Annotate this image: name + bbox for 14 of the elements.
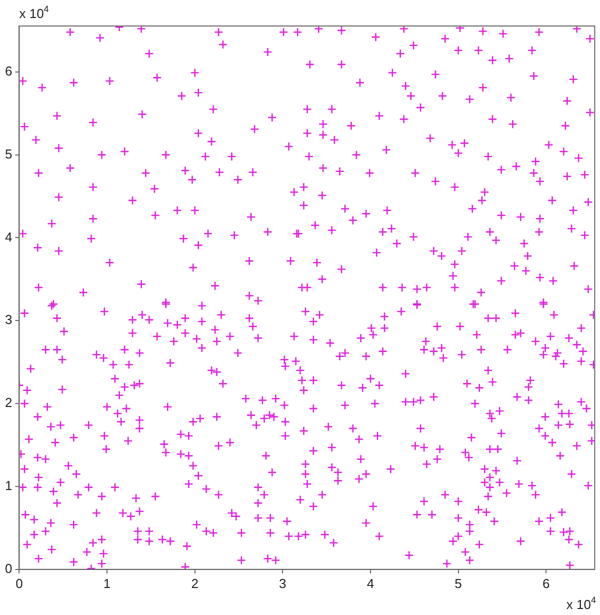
x-tick-label: 5 [454, 576, 462, 591]
x-tick-label: 0 [16, 576, 23, 591]
y-tick-label: 0 [4, 560, 12, 576]
x-tick-label: 2 [191, 576, 198, 591]
x-tick-label: 4 [366, 576, 374, 591]
y-tick-label: 3 [4, 312, 12, 328]
y-tick-label: 4 [4, 229, 12, 244]
y-tick-label: 5 [4, 146, 12, 162]
y-tick-label: 1 [4, 478, 12, 494]
y-tick-label: 2 [4, 395, 12, 410]
x-tick-label: 6 [542, 576, 550, 591]
x-tick-label: 3 [279, 576, 286, 591]
y-tick-label: 6 [4, 63, 12, 78]
x-tick-label: 1 [103, 576, 111, 591]
